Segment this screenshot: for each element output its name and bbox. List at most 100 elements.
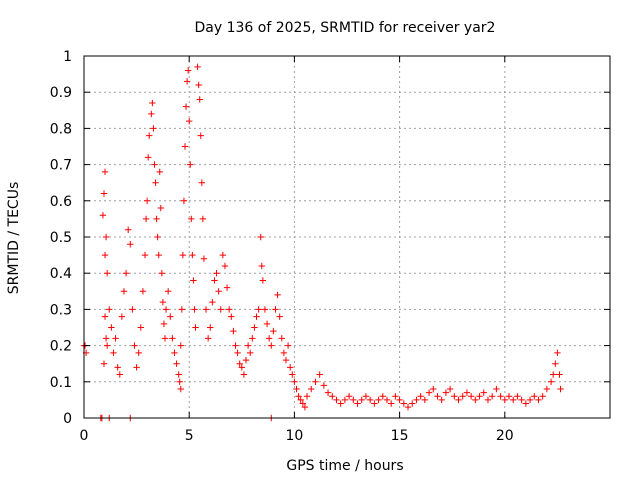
axis-ticks: 00.10.20.30.40.50.60.70.80.910 5 10 15 20 (50, 49, 610, 444)
data-point (213, 270, 220, 277)
data-point (131, 342, 138, 349)
data-point (202, 306, 210, 313)
data-point (137, 324, 145, 331)
data-point (198, 179, 206, 186)
data-point (217, 306, 224, 313)
data-point (284, 342, 292, 349)
data-point (232, 342, 239, 349)
data-point (223, 284, 231, 291)
data-point (238, 364, 245, 371)
data-point (539, 393, 546, 400)
data-point (324, 389, 332, 396)
y-tick-label: 0.9 (50, 85, 72, 101)
data-point (434, 393, 441, 400)
data-point (141, 251, 149, 259)
data-point (446, 385, 454, 393)
data-point (417, 393, 424, 400)
data-point (438, 396, 445, 404)
y-tick-label: 0.2 (50, 339, 72, 355)
data-point (133, 364, 140, 371)
data-point (181, 143, 189, 150)
data-point (554, 349, 561, 357)
data-point (171, 349, 178, 357)
data-point (100, 360, 108, 367)
data-point (182, 103, 190, 110)
y-tick-label: 0.5 (50, 230, 72, 246)
data-point (413, 396, 420, 404)
data-point (118, 313, 126, 320)
data-point (480, 389, 487, 396)
data-point (299, 400, 307, 407)
data-point (135, 349, 142, 357)
y-tick-label: 0.3 (50, 302, 72, 318)
data-point (547, 378, 555, 385)
data-point (293, 385, 300, 393)
data-point (144, 154, 152, 161)
x-tick-label: 20 (496, 428, 514, 444)
data-point (142, 215, 150, 223)
data-point (177, 342, 184, 349)
data-point (362, 393, 370, 400)
data-point (518, 396, 525, 404)
data-point (556, 371, 563, 378)
data-point (101, 313, 109, 320)
data-point (188, 215, 195, 223)
data-point (148, 110, 155, 118)
data-point (99, 212, 107, 219)
data-point (255, 306, 262, 313)
data-point (297, 396, 304, 404)
data-point (228, 313, 235, 320)
y-tick-label: 0 (63, 411, 72, 427)
data-point (139, 288, 147, 295)
data-point (259, 277, 267, 284)
data-point (488, 393, 496, 400)
data-point (211, 277, 218, 284)
data-point (286, 364, 294, 371)
y-tick-label: 0.8 (50, 121, 72, 137)
data-point (476, 393, 483, 400)
data-point (219, 251, 227, 259)
data-point (221, 262, 229, 270)
y-tick-label: 0.1 (50, 375, 72, 391)
data-point (404, 403, 412, 411)
data-point (143, 197, 151, 204)
data-point (265, 335, 273, 342)
data-point (175, 371, 182, 378)
data-point (116, 371, 123, 378)
data-point (230, 327, 237, 335)
data-point (108, 324, 115, 331)
data-point (194, 63, 201, 71)
data-point (392, 393, 399, 400)
data-point (200, 255, 208, 262)
data-point (153, 215, 160, 223)
data-point (173, 360, 180, 367)
data-point (215, 288, 222, 295)
data-point (158, 270, 166, 277)
data-point (467, 393, 475, 400)
data-point (289, 371, 296, 378)
data-point (261, 306, 269, 313)
data-point (396, 396, 403, 404)
data-point (301, 403, 309, 411)
data-point (120, 288, 128, 295)
data-point (240, 371, 248, 378)
data-point (258, 262, 265, 270)
data-point (234, 349, 241, 357)
data-point (278, 335, 285, 342)
data-point (101, 168, 109, 176)
data-point (451, 393, 458, 400)
data-point (151, 161, 158, 168)
data-point (329, 393, 336, 400)
data-point (150, 125, 157, 132)
data-point (169, 335, 176, 342)
data-point (197, 132, 204, 139)
data-point (383, 396, 391, 404)
data-point (242, 356, 250, 364)
data-point (371, 400, 378, 407)
data-point (177, 385, 184, 393)
data-point (531, 393, 538, 400)
data-point (552, 360, 559, 367)
data-point (312, 378, 319, 385)
